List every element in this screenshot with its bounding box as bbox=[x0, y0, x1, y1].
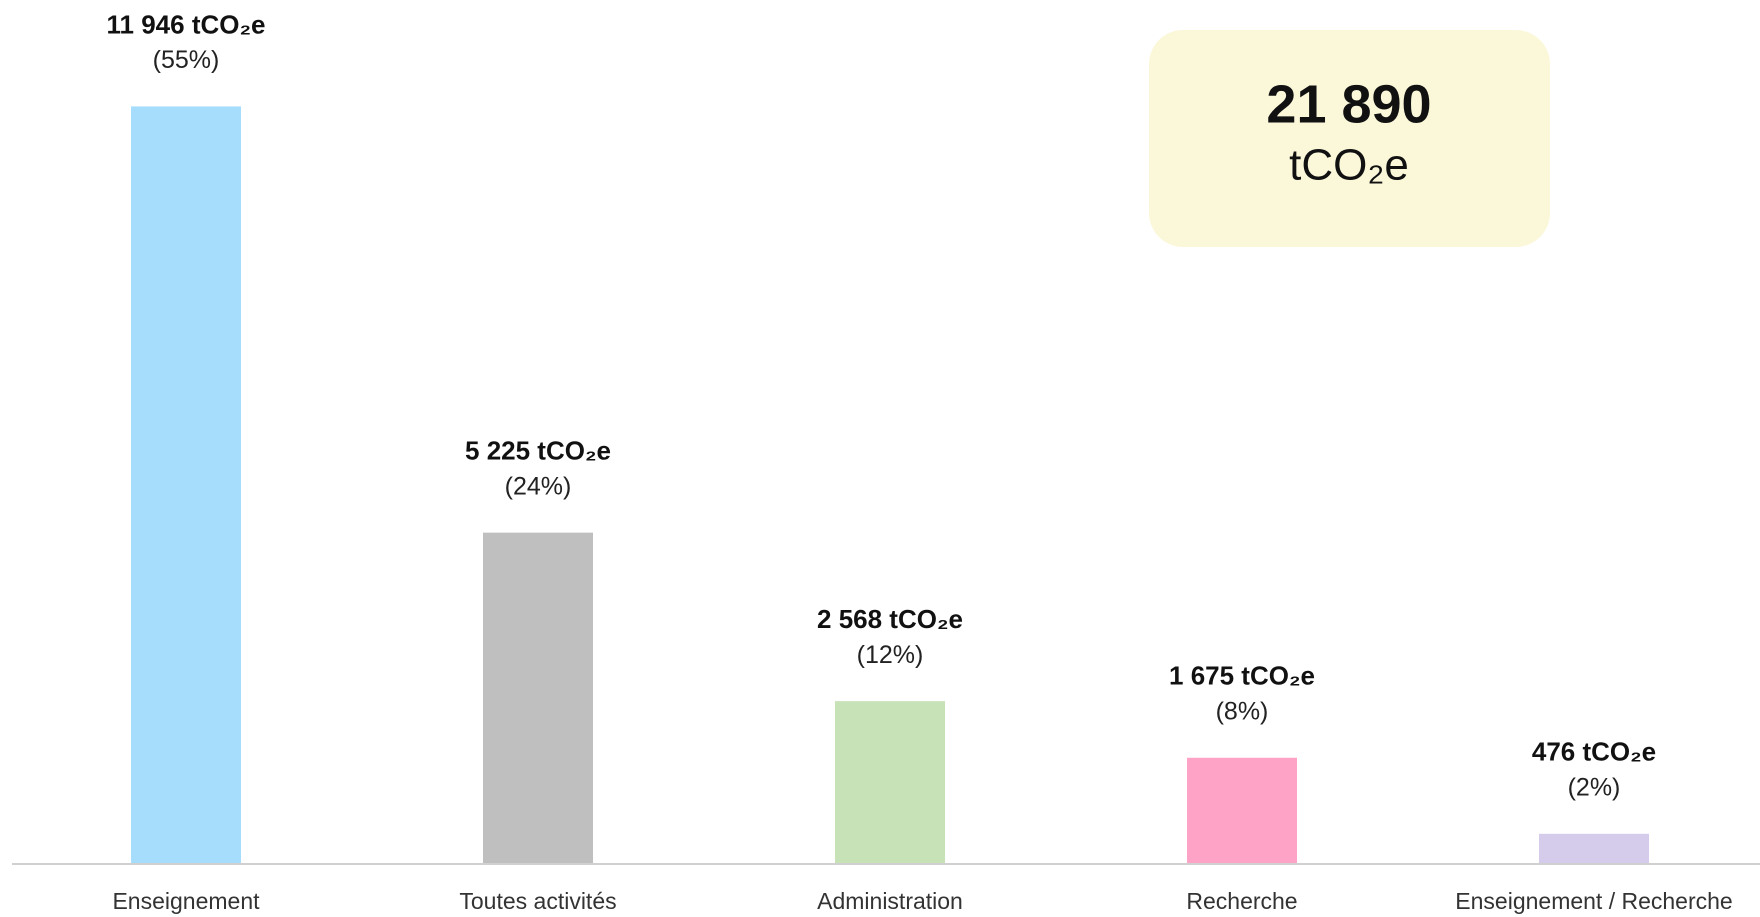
total-unit: tCO₂e bbox=[1289, 141, 1409, 190]
bar bbox=[1187, 757, 1297, 864]
x-tick-label: Recherche bbox=[1186, 888, 1297, 914]
x-tick-label: Enseignement / Recherche bbox=[1455, 888, 1732, 914]
bar bbox=[483, 532, 593, 864]
total-box bbox=[1149, 30, 1550, 247]
value-label: 2 568 tCO₂e bbox=[817, 604, 963, 634]
value-label: 476 tCO₂e bbox=[1532, 737, 1656, 767]
share-label: (2%) bbox=[1568, 773, 1621, 801]
value-label: 5 225 tCO₂e bbox=[465, 436, 611, 466]
bar bbox=[1539, 833, 1649, 864]
share-label: (8%) bbox=[1216, 697, 1269, 725]
x-tick-label: Enseignement bbox=[112, 888, 260, 914]
x-tick-label: Toutes activités bbox=[459, 888, 616, 914]
share-label: (12%) bbox=[857, 641, 924, 669]
value-label: 1 675 tCO₂e bbox=[1169, 661, 1315, 691]
x-tick-label: Administration bbox=[817, 888, 963, 914]
value-label: 11 946 tCO₂e bbox=[107, 9, 266, 39]
bar bbox=[131, 106, 241, 864]
share-label: (55%) bbox=[153, 46, 220, 74]
bar bbox=[835, 701, 945, 864]
share-label: (24%) bbox=[505, 472, 572, 500]
total-value: 21 890 bbox=[1266, 74, 1431, 134]
